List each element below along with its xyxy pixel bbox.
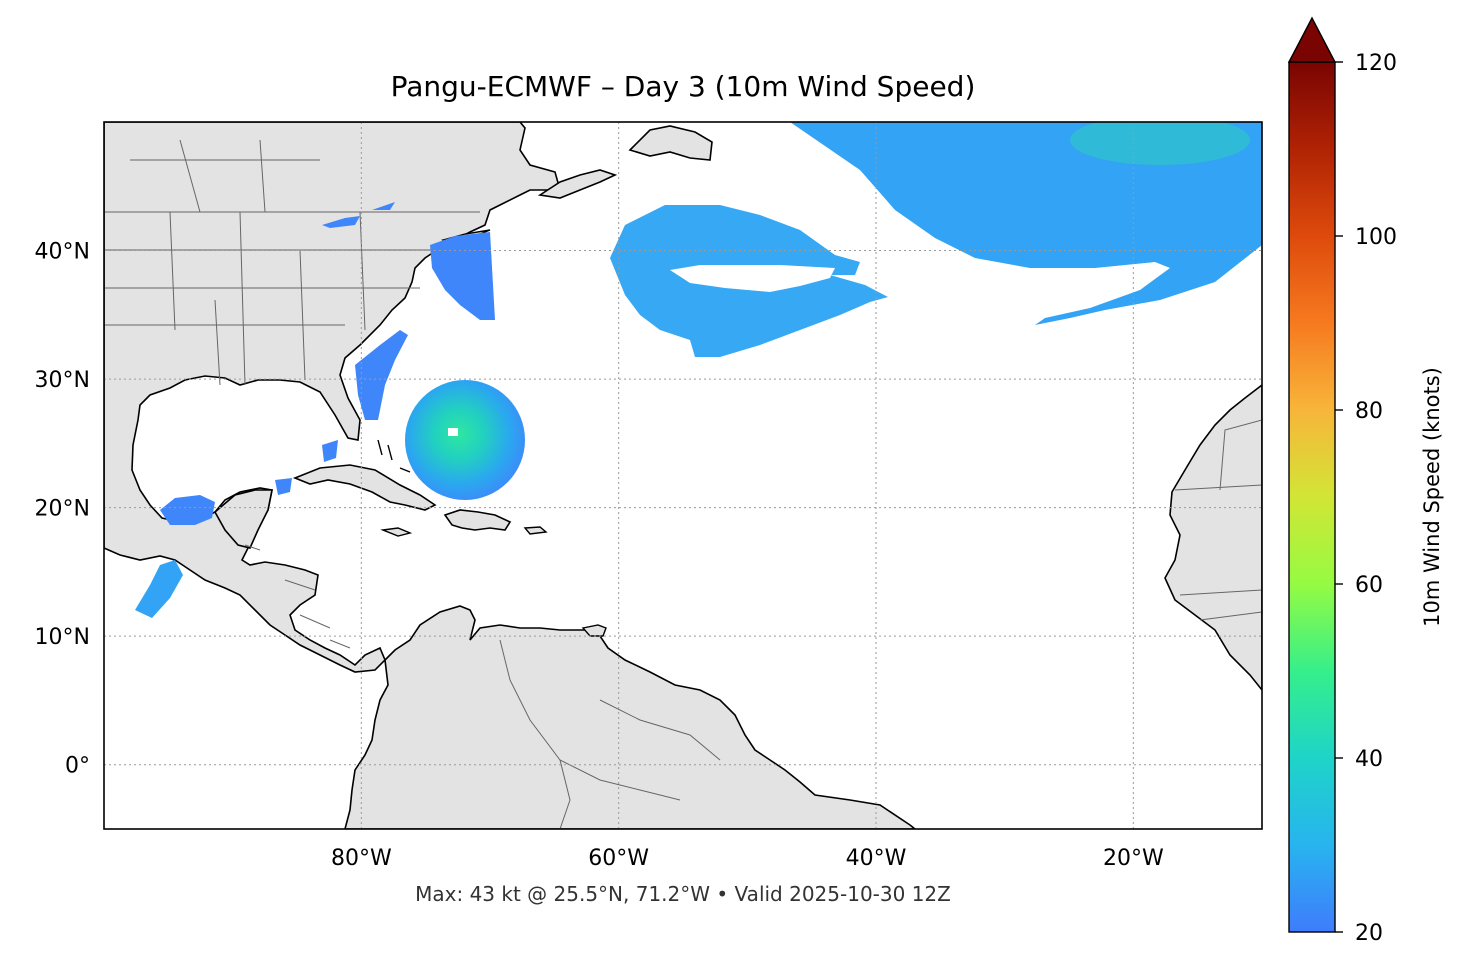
longitude-axis: 80°W 60°W 40°W 20°W — [331, 846, 1164, 871]
lat-tick-label: 40°N — [35, 240, 90, 265]
map-area — [104, 122, 1262, 829]
colorbar-tick-label: 100 — [1355, 225, 1397, 250]
land-cuba — [292, 464, 437, 511]
lat-tick-label: 30°N — [35, 368, 90, 393]
wind-field — [135, 122, 1262, 618]
wind-storm-eye — [448, 428, 458, 436]
map-frame — [103, 121, 1263, 830]
wind-gulf-mexico — [160, 495, 215, 525]
colorbar-tick-label: 80 — [1355, 399, 1383, 424]
wind-us-east-coast — [430, 232, 495, 320]
latitude-axis: 40°N 30°N 20°N 10°N 0° — [35, 240, 90, 779]
colorbar-gradient — [1288, 61, 1336, 933]
land-puerto-rico — [523, 526, 548, 535]
land-africa — [1164, 383, 1262, 692]
colorbar: 20 40 60 80 100 120 — [1287, 16, 1397, 946]
land-jamaica — [380, 527, 413, 537]
wind-storm — [405, 380, 525, 500]
colorbar-extend-arrow — [1287, 16, 1337, 63]
colorbar-tick-label: 20 — [1355, 921, 1383, 946]
lat-tick-label: 0° — [65, 754, 90, 779]
lon-tick-label: 60°W — [588, 846, 649, 871]
land-bahamas — [377, 439, 431, 483]
gridlines — [104, 122, 1262, 829]
land-north-america — [104, 122, 562, 673]
map-title: Pangu-ECMWF – Day 3 (10m Wind Speed) — [390, 70, 976, 103]
lon-tick-label: 40°W — [846, 846, 907, 871]
colorbar-ticks: 20 40 60 80 100 120 — [1335, 51, 1397, 946]
wind-jet-northeast — [790, 122, 1262, 325]
colorbar-tick-label: 120 — [1355, 51, 1397, 76]
lon-tick-label: 80°W — [331, 846, 392, 871]
land-south-america — [344, 605, 917, 829]
colorbar-label: 10m Wind Speed (knots) — [1420, 367, 1444, 627]
land-hispaniola — [443, 509, 512, 531]
land-newfoundland — [628, 125, 713, 161]
wind-florida-strip — [355, 330, 408, 420]
land-trinidad — [581, 624, 607, 637]
colorbar-tick-label: 40 — [1355, 747, 1383, 772]
wind-jet-core — [1070, 122, 1250, 165]
wind-pacific-off-mexico — [135, 560, 183, 618]
lat-tick-label: 20°N — [35, 497, 90, 522]
lon-tick-label: 20°W — [1103, 846, 1164, 871]
wind-great-lakes — [322, 202, 395, 228]
map-subtitle: Max: 43 kt @ 25.5°N, 71.2°W • Valid 2025… — [415, 882, 951, 906]
land-yucatan — [213, 489, 273, 549]
wind-caribbean-patches — [275, 440, 338, 495]
land-nova-scotia — [537, 169, 618, 199]
border-lines — [104, 139, 1262, 829]
lat-tick-label: 10°N — [35, 625, 90, 650]
colorbar-tick-label: 60 — [1355, 573, 1383, 598]
wind-mid-atlantic-ring — [610, 205, 888, 357]
